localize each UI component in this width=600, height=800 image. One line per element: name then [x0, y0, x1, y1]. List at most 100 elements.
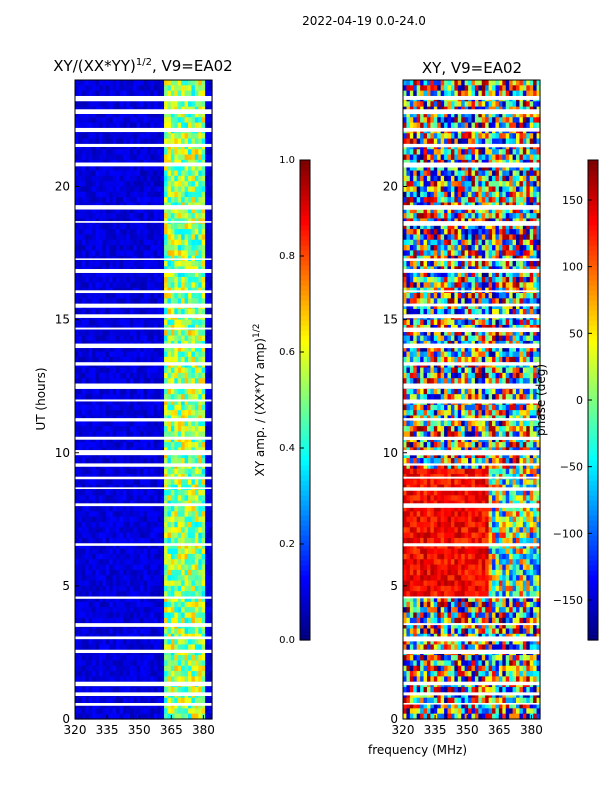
heat-cell: [95, 660, 100, 667]
heat-cell: [191, 175, 196, 182]
heat-cell: [119, 165, 124, 172]
heat-cell: [98, 319, 103, 326]
heat-cell: [105, 308, 110, 315]
heat-cell: [201, 207, 206, 214]
heat-cell: [433, 80, 438, 86]
heat-cell: [201, 468, 206, 475]
heat-cell: [177, 468, 182, 475]
heat-cell: [177, 521, 182, 528]
heat-cell: [102, 138, 107, 145]
heat-cell: [208, 261, 213, 267]
heat-cell: [133, 282, 138, 289]
heat-cell: [105, 298, 110, 305]
heat-cell: [198, 239, 203, 246]
heat-cell: [112, 564, 117, 571]
heat-cell: [160, 607, 165, 614]
heat-cell: [208, 591, 213, 598]
heat-cell: [78, 436, 83, 443]
heat-cell: [95, 165, 100, 172]
heat-cell: [184, 101, 189, 108]
heat-cell: [109, 122, 114, 129]
heat-cell: [188, 101, 193, 108]
heat-cell: [105, 511, 110, 518]
heat-cell: [150, 521, 155, 528]
heat-cell: [146, 601, 151, 608]
heat-cell: [143, 261, 148, 267]
heat-cell: [181, 170, 186, 177]
heat-cell: [116, 527, 121, 534]
right-heatmap: [403, 80, 541, 720]
heat-cell: [133, 213, 138, 220]
heat-cell: [119, 521, 124, 528]
heat-cell: [112, 197, 117, 204]
heat-cell: [191, 612, 196, 619]
heat-cell: [98, 575, 103, 582]
heat-cell: [153, 697, 158, 704]
heat-cell: [174, 420, 179, 427]
heat-cell: [191, 335, 196, 342]
heat-cell: [174, 617, 179, 624]
heat-cell: [92, 372, 97, 379]
heat-cell: [140, 399, 145, 406]
heat-cell: [205, 479, 210, 486]
heat-cell: [170, 495, 175, 502]
heat-cell: [98, 548, 103, 555]
heat-cell: [88, 676, 93, 683]
heat-cell: [157, 580, 162, 587]
heat-cell: [88, 319, 93, 326]
heat-cell: [129, 378, 134, 385]
heat-cell: [92, 277, 97, 283]
heat-cell: [78, 133, 83, 140]
heat-cell: [208, 346, 213, 353]
left-colorbar-frame: [299, 159, 311, 641]
heat-cell: [177, 628, 182, 635]
heat-cell: [201, 138, 206, 145]
heat-cell: [133, 585, 138, 592]
heat-cell: [109, 319, 114, 326]
heat-cell: [116, 271, 121, 278]
heat-cell: [146, 335, 151, 342]
heat-cell: [188, 495, 193, 502]
heat-cell: [208, 452, 213, 459]
heat-cell: [129, 532, 134, 539]
heat-cell: [140, 660, 145, 667]
heat-cell: [129, 388, 134, 395]
heat-cell: [184, 372, 189, 379]
heat-cell: [177, 511, 182, 518]
heat-cell: [112, 229, 117, 236]
heat-cell: [102, 591, 107, 598]
heat-cell: [143, 431, 148, 438]
heat-cell: [95, 596, 100, 603]
heat-cell: [92, 713, 97, 720]
heat-cell: [88, 521, 93, 528]
heat-cell: [98, 101, 103, 108]
heat-cell: [146, 245, 151, 251]
heat-cell: [122, 543, 127, 550]
heat-cell: [129, 468, 134, 475]
heat-cell: [191, 687, 196, 693]
heat-cell: [157, 80, 162, 86]
heat-cell: [143, 596, 148, 603]
heat-cell: [109, 133, 114, 140]
heat-cell: [157, 420, 162, 427]
heat-cell: [112, 367, 117, 374]
heat-cell: [112, 223, 117, 230]
heat-cell: [102, 490, 107, 496]
heat-cell: [157, 101, 162, 108]
colorbar-segment: [300, 480, 310, 486]
heat-cell: [198, 399, 203, 406]
heat-cell: [109, 468, 114, 475]
heat-cell: [102, 351, 107, 358]
heat-cell: [98, 543, 103, 550]
heat-cell: [177, 346, 182, 353]
heat-cell: [188, 713, 193, 720]
heat-cell: [105, 490, 110, 496]
heat-cell: [133, 170, 138, 177]
heat-cell: [181, 442, 186, 449]
heat-cell: [92, 330, 97, 337]
heat-cell: [160, 122, 165, 129]
heat-cell: [105, 175, 110, 182]
heat-cell: [136, 346, 141, 353]
heat-cell: [109, 436, 114, 443]
heat-cell: [177, 490, 182, 496]
